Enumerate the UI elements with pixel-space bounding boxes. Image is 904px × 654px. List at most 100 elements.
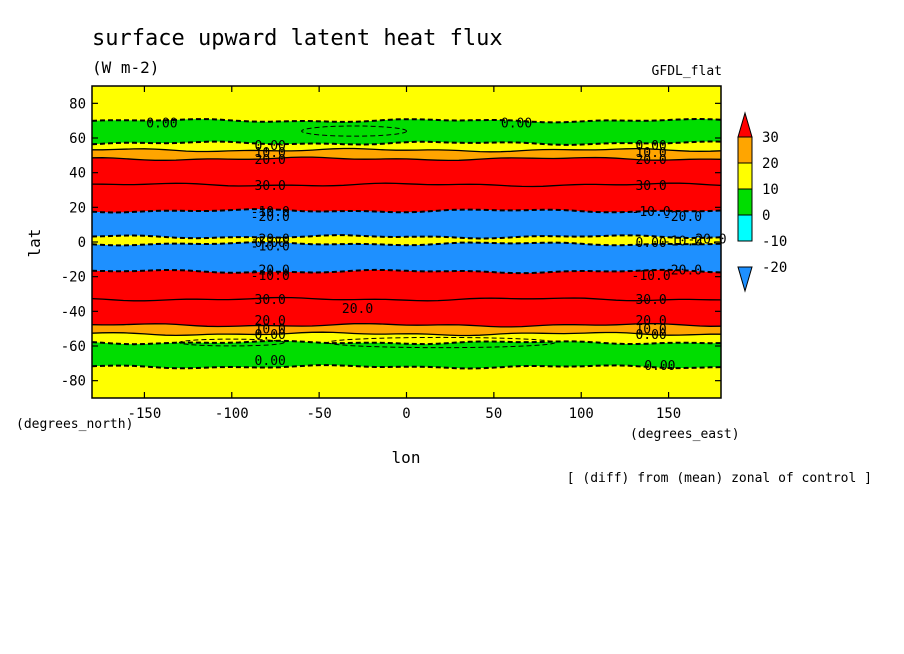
y-units-label: (degrees_north) — [16, 417, 133, 432]
y-tick-label-0: 80 — [69, 96, 86, 112]
contour-label-14: -20.0 — [251, 233, 290, 248]
colorbar-segment-1 — [737, 162, 753, 190]
x-tick-label-6: 150 — [656, 406, 681, 422]
colorbar-segment-2 — [737, 188, 753, 216]
contour-label-30: 10.0 — [635, 323, 666, 338]
y-tick-label-3: 20 — [69, 200, 86, 216]
comparison-note: [ (diff) from (mean) zonal of control ] — [567, 471, 872, 486]
x-axis-ticks: -150 -100 -50 0 50 100 150 — [128, 86, 681, 422]
contour-label-0: 0.00 — [146, 116, 177, 131]
y-tick-label-5: -20 — [61, 270, 86, 286]
x-tick-label-0: -150 — [128, 406, 162, 422]
contour-line-12 — [91, 339, 722, 346]
band-3 — [92, 148, 721, 161]
contour-label-13: -20.0 — [663, 210, 702, 225]
contour-label-1: 0.00 — [501, 116, 532, 131]
colorbar-label-1: 20 — [762, 156, 779, 172]
contour-label-28: 20.0 — [635, 314, 666, 329]
contour-label-26: 20.0 — [342, 302, 373, 317]
contour-line-8 — [91, 268, 722, 275]
contour-line-3 — [91, 156, 722, 162]
x-axis-title: lon — [392, 448, 421, 467]
band-4 — [92, 157, 721, 187]
contour-label-31: 0.00 — [255, 328, 286, 343]
colorbar-segment-0 — [737, 136, 753, 164]
colorbar-min-arrow — [737, 266, 753, 293]
band-11 — [92, 323, 721, 336]
y-tick-label-6: -40 — [61, 304, 86, 320]
band-14 — [92, 365, 721, 398]
contour-line-0 — [91, 117, 722, 124]
band-9 — [92, 269, 721, 301]
band-6 — [92, 209, 721, 239]
y-axis-title: lat — [25, 229, 44, 258]
colorbar: 30 20 10 0 -10 -20 — [737, 111, 787, 293]
x-tick-label-4: 50 — [485, 406, 502, 422]
colorbar-label-4: -10 — [762, 234, 787, 250]
contour-label-23: -10.0 — [632, 269, 671, 284]
band-8 — [92, 242, 721, 274]
band-0 — [92, 86, 721, 123]
contour-label-24: 30.0 — [255, 293, 286, 308]
colorbar-label-5: -20 — [762, 260, 787, 276]
band-10 — [92, 297, 721, 327]
contour-line-4 — [91, 182, 722, 188]
model-label: GFDL_flat — [652, 64, 722, 79]
contour-label-8: 30.0 — [255, 179, 286, 194]
contour-label-25: 30.0 — [635, 293, 666, 308]
x-units-label: (degrees_east) — [630, 427, 740, 442]
x-tick-label-5: 100 — [569, 406, 594, 422]
contour-line-7 — [91, 240, 722, 247]
contour-line-5 — [91, 208, 722, 214]
contour-label-12: -10.0 — [632, 205, 671, 220]
y-tick-label-2: 40 — [69, 166, 86, 182]
contour-line-1 — [91, 140, 722, 146]
contour-line-10 — [91, 322, 722, 328]
contour-label-3: 0.00 — [635, 139, 666, 154]
band-5 — [92, 183, 721, 213]
chart-title: surface upward latent heat flux — [92, 26, 503, 51]
y-axis-ticks: 80 60 40 20 0 -20 -40 -60 -80 — [61, 96, 721, 390]
x-tick-label-2: -50 — [306, 406, 331, 422]
shaded-bands — [92, 86, 721, 398]
x-tick-label-3: 0 — [402, 406, 410, 422]
contour-label-20: -20.0 — [251, 264, 290, 279]
y-tick-label-1: 60 — [69, 131, 86, 147]
colorbar-max-arrow — [737, 111, 753, 138]
colorbar-segment-3 — [737, 214, 753, 242]
contour-label-2: 0.00 — [255, 139, 286, 154]
contour-label-16: 0.00 — [255, 236, 286, 251]
contour-label-7: 20.0 — [635, 153, 666, 168]
contour-line-6 — [91, 234, 722, 240]
colorbar-label-0: 30 — [762, 130, 779, 146]
contour-label-34: 0.00 — [644, 359, 675, 374]
contour-label-6: 20.0 — [255, 153, 286, 168]
contour-line-2 — [92, 147, 722, 153]
contour-label-18: -10.0 — [663, 234, 702, 249]
contour-line-13 — [91, 364, 722, 370]
colorbar-label-2: 10 — [762, 182, 779, 198]
contour-label-33: 0.00 — [255, 354, 286, 369]
contour-label-17: 0.00 — [635, 236, 666, 251]
dashed-contour-2 — [178, 338, 285, 347]
contour-label-4: 10.0 — [255, 146, 286, 161]
contour-label-29: 10.0 — [255, 323, 286, 338]
contour-label-27: 20.0 — [255, 314, 286, 329]
contour-line-11 — [91, 331, 721, 337]
contour-label-5: 10.0 — [635, 146, 666, 161]
contour-label-32: 0.00 — [635, 328, 666, 343]
x-tick-label-1: -100 — [215, 406, 249, 422]
y-tick-label-7: -60 — [61, 339, 86, 355]
dashed-contour-0 — [301, 125, 408, 137]
band-13 — [92, 340, 721, 369]
band-7 — [92, 235, 721, 246]
contour-label-11: -20.0 — [251, 210, 290, 225]
y-tick-label-4: 0 — [78, 235, 86, 251]
colorbar-label-3: 0 — [762, 208, 770, 224]
contour-label-22: -20.0 — [663, 264, 702, 279]
contour-label-19: -20.0 — [687, 233, 726, 248]
contour-label-9: 30.0 — [635, 179, 666, 194]
units-label: (W m-2) — [92, 58, 159, 77]
